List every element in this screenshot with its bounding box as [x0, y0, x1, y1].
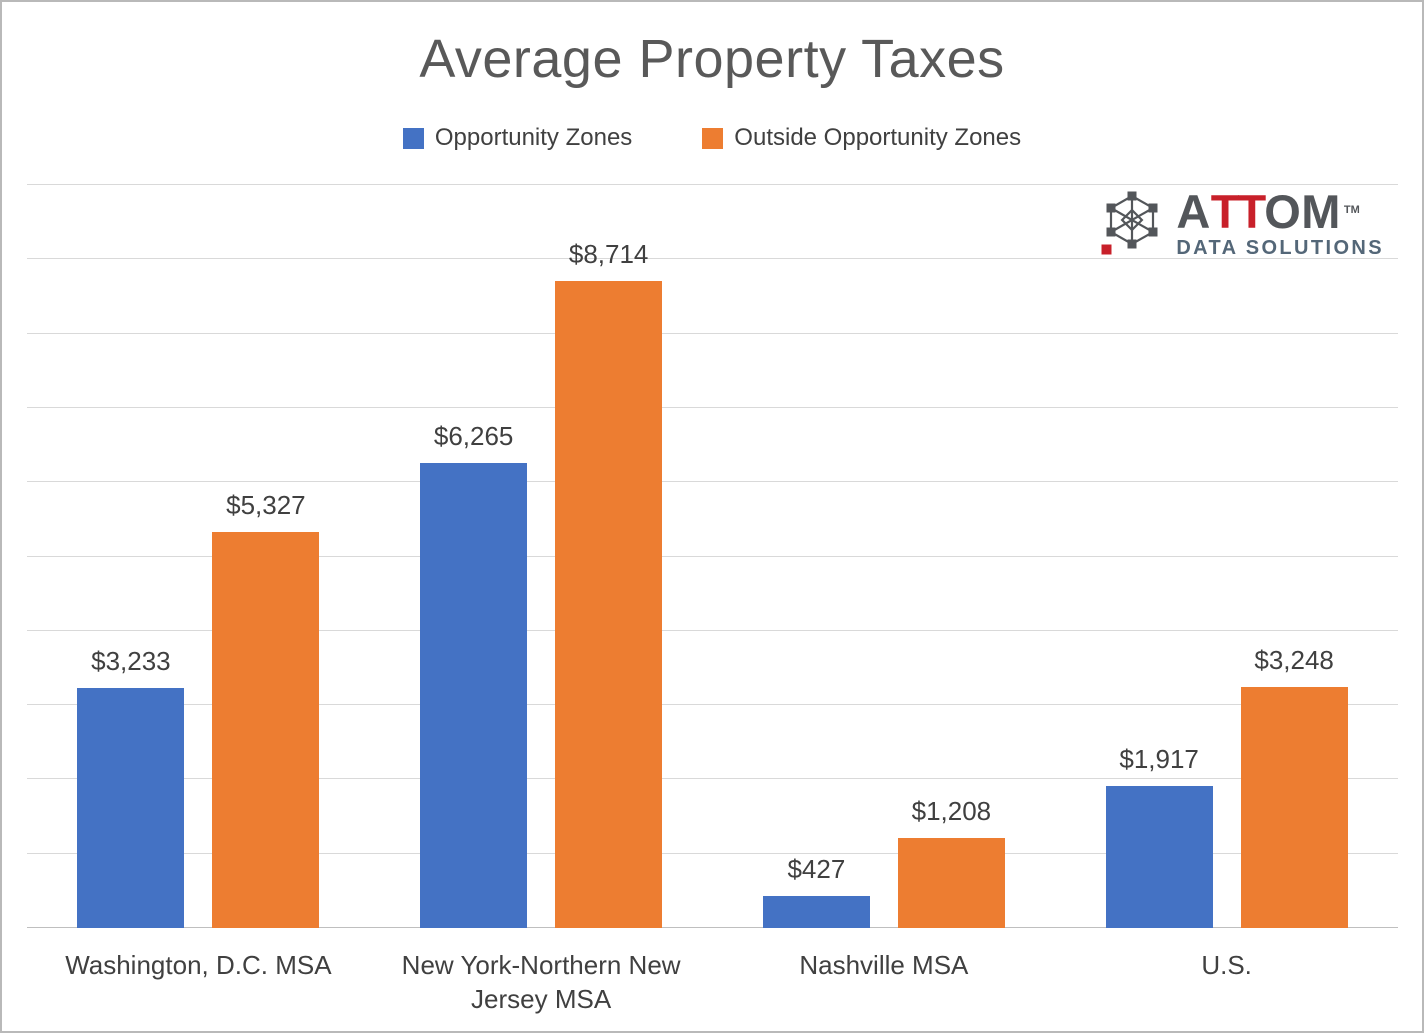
bar-value-label: $3,233 — [91, 645, 171, 676]
chart-legend: Opportunity Zones Outside Opportunity Zon… — [2, 124, 1422, 152]
gridline — [27, 629, 1398, 631]
bar-value-label: $5,327 — [226, 490, 306, 521]
category-label-2: Nashville MSA — [799, 950, 969, 980]
bar-value-label: $6,265 — [433, 420, 514, 451]
attom-logo: ATTOM TM DATA SOLUTIONS — [1091, 186, 1388, 267]
bar-oz-3 — [1105, 785, 1213, 928]
gridline — [27, 704, 1398, 706]
logo-brand-text: ATTOM TM — [1176, 188, 1359, 235]
category-label-3: U.S. — [1201, 950, 1252, 980]
bar-outside-oz-0 — [212, 532, 320, 928]
chart-title: Average Property Taxes — [419, 29, 1005, 89]
bar-outside-oz-1 — [555, 280, 663, 928]
bar-value-label: $1,917 — [1119, 743, 1199, 774]
bar-oz-1 — [420, 462, 528, 928]
logo-trademark: TM — [1343, 204, 1360, 216]
logo-subtitle: DATA SOLUTIONS — [1176, 237, 1384, 259]
gridline — [27, 481, 1398, 483]
x-axis-baseline — [27, 927, 1398, 928]
gridline — [27, 555, 1398, 557]
gridline — [27, 778, 1398, 780]
gridline — [27, 258, 1398, 260]
legend-item-0: Opportunity Zones — [402, 124, 633, 152]
bar-outside-oz-2 — [897, 838, 1005, 928]
legend-label-0: Opportunity Zones — [434, 124, 633, 151]
gridline — [27, 852, 1398, 854]
bar-outside-oz-3 — [1240, 686, 1348, 928]
bar-value-label: $427 — [787, 854, 846, 885]
category-axis: Washington, D.C. MSA New York-Northern Ne… — [27, 948, 1398, 1026]
bar-value-label: $8,714 — [568, 238, 649, 269]
legend-swatch-0 — [402, 127, 424, 149]
legend-label-1: Outside Opportunity Zones — [734, 124, 1022, 151]
bar-value-label: $3,248 — [1254, 644, 1334, 675]
logo-text: ATTOM TM DATA SOLUTIONS — [1176, 188, 1384, 260]
legend-swatch-1 — [702, 127, 724, 149]
logo-brand-tt: TT — [1210, 185, 1266, 238]
logo-brand-a: A — [1176, 185, 1211, 238]
gridline — [27, 332, 1398, 334]
category-label-0: Washington, D.C. MSA — [65, 950, 332, 980]
legend-item-1: Outside Opportunity Zones — [702, 124, 1021, 152]
bar-value-label: $1,208 — [911, 796, 992, 827]
bar-oz-2 — [762, 896, 870, 928]
plot-area: $3,233 $5,327 $6,265 $8,714 $427 $1,208 $1,917… — [27, 184, 1398, 928]
logo-brand-om: OM — [1264, 185, 1341, 238]
category-label-1: New York-Northern New Jersey MSA — [401, 950, 681, 1014]
bar-oz-0 — [77, 687, 185, 928]
gridline — [27, 184, 1398, 185]
gridline — [27, 406, 1398, 408]
attom-atom-icon — [1101, 188, 1163, 261]
